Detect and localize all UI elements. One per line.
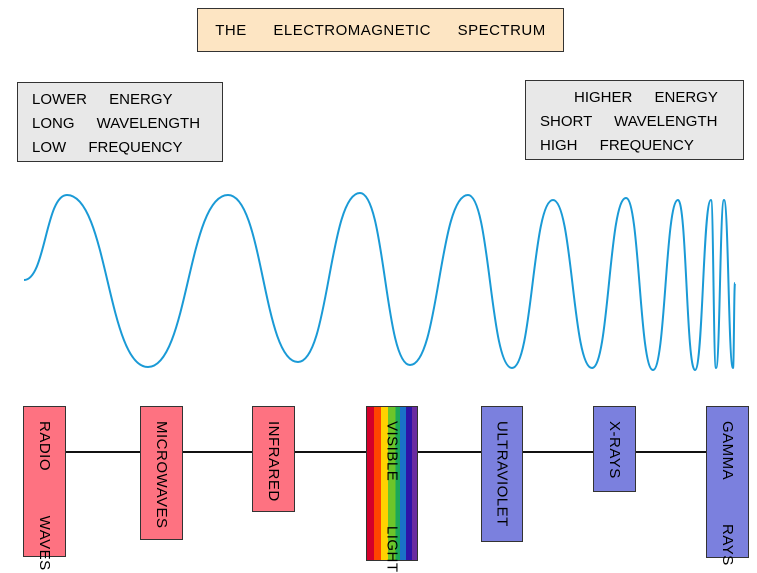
band-microwaves: MICROWAVES — [140, 406, 183, 540]
band-label: RADIO WAVES — [36, 421, 53, 571]
wave-line — [23, 191, 736, 372]
band-label: VISIBLE LIGHT — [383, 421, 401, 573]
band-infrared: INFRARED — [252, 406, 295, 512]
band-ultraviolet: ULTRAVIOLET — [481, 406, 523, 542]
band-label: INFRARED — [265, 421, 282, 502]
title-text: THE ELECTROMAGNETIC SPECTRUM — [215, 21, 546, 39]
band-visible-light: VISIBLE LIGHT — [366, 406, 418, 573]
band-label: ULTRAVIOLET — [493, 421, 511, 527]
low-energy-box: LOWER ENERGY LONG WAVELENGTH LOW FREQUEN… — [17, 82, 223, 162]
diagram-title: THE ELECTROMAGNETIC SPECTRUM — [197, 8, 564, 52]
band-label: X-RAYS — [606, 421, 623, 479]
short-wavelength-line: SHORT WAVELENGTH — [540, 113, 718, 130]
low-frequency-line: LOW FREQUENCY — [32, 139, 183, 156]
band-label: MICROWAVES — [153, 421, 170, 529]
band-x-rays: X-RAYS — [593, 406, 636, 492]
band-label: GAMMA RAYS — [719, 421, 736, 566]
high-energy-line: HIGHER ENERGY — [574, 89, 718, 106]
long-wavelength-line: LONG WAVELENGTH — [32, 115, 201, 132]
band-gamma-rays: GAMMA RAYS — [706, 406, 749, 566]
low-energy-line: LOWER ENERGY — [32, 91, 173, 108]
band-radio-waves: RADIO WAVES — [23, 406, 66, 571]
high-frequency-line: HIGH FREQUENCY — [540, 137, 694, 154]
high-energy-box: HIGHER ENERGY SHORT WAVELENGTH HIGH FREQ… — [525, 80, 744, 160]
